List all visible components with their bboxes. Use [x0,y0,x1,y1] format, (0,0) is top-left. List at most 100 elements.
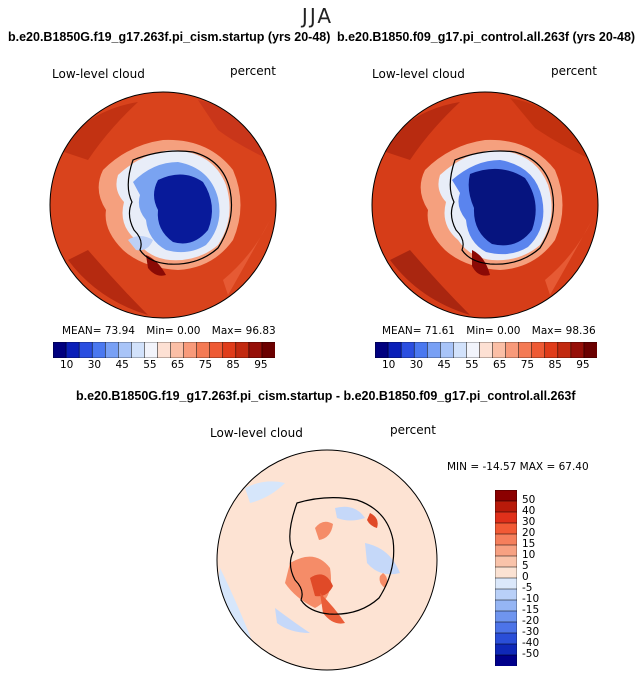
panel-2-max: 98.36 [565,325,596,337]
panel-2-colorbar-tick-label: 55 [465,359,479,371]
panel-1-colorbar-tick-label: 55 [143,359,157,371]
panel-2-colorbar-tick-label: 45 [437,359,451,371]
panel-1-colorbar-tick-label: 10 [59,359,74,371]
panel-2-colorbar-swatch [531,342,546,358]
panel-2-colorbar-tick-label: 10 [381,359,396,371]
diff-map [216,449,438,671]
panel-1-colorbar-swatch [248,342,263,358]
panel-2-map [371,91,599,319]
panel-2-colorbar-swatch [375,342,389,358]
panel-2-colorbar-swatch [505,342,520,358]
panel-1-colorbar-swatch [65,342,80,358]
panel-1-max-label: Max= [211,325,243,337]
panel-1-colorbar-swatch [261,342,275,358]
diff-colorbar-tick-label: 50 [522,494,536,506]
panel-1-colorbar-swatch [91,342,106,358]
panel-1-colorbar-swatch [53,342,67,358]
diff-colorbar-ticks: 50 40 30 20 15 10 5 0 -5 -10 -15 -20 -30 -40 -50 [522,490,562,666]
diff-colorbar-tick-label: -5 [522,582,533,594]
panel-1-colorbar-swatch [170,342,185,358]
panel-1-units: percent [230,64,276,78]
panel-2-colorbar-swatch [413,342,428,358]
panel-2-colorbar-tick-label: 85 [548,359,562,371]
diff-colorbar-tick-label: -15 [522,604,540,616]
panel-1-colorbar-swatch [131,342,146,358]
diff-colorbar-swatch [495,643,517,656]
diff-colorbar-tick-label: 15 [522,538,536,550]
panel-2-title: b.e20.B1850.f09_g17.pi_control.all.263f … [337,30,635,44]
diff-colorbar-swatch [495,544,517,557]
panel-1-colorbar-swatch [144,342,159,358]
diff-colorbar-tick-label: 10 [522,549,536,561]
diff-colorbar-swatch [495,555,517,568]
diff-colorbar-tick-label: 0 [522,571,529,583]
diff-colorbar-tick-label: 5 [522,560,529,572]
panel-2-colorbar-swatch [557,342,572,358]
panel-2-min-label: Min= [466,325,494,337]
panel-1-mean-label: MEAN= [62,325,102,337]
diff-colorbar-swatch [495,621,517,634]
panel-2-colorbar-swatch [400,342,415,358]
panel-2-mean: 71.61 [424,325,455,337]
diff-colorbar-tick-label: -40 [522,637,540,649]
panel-1-colorbar-swatch [196,342,211,358]
panel-1-colorbar-tick-label: 75 [198,359,213,371]
diff-colorbar-tick-label: 20 [522,527,536,539]
diff-colorbar-swatch [495,599,517,612]
diff-colorbar-tick-label: 30 [522,516,536,528]
diff-colorbar-tick-label: -10 [522,593,540,605]
panel-2-max-label: Max= [531,325,563,337]
panel-1-colorbar-swatch [104,342,120,358]
panel-2-colorbar-tick-label: 30 [409,359,424,371]
diff-units: percent [390,423,436,437]
diff-colorbar-swatch [495,490,517,502]
panel-2-units: percent [551,64,597,78]
panel-2-colorbar-tick-label: 95 [576,359,590,371]
panel-2-mean-label: MEAN= [382,325,422,337]
diff-colorbar-swatch [495,632,517,645]
diff-colorbar-swatch [495,533,517,546]
diff-colorbar [495,490,517,666]
diff-colorbar-tick-label: -20 [522,615,540,627]
diff-colorbar-tick-label: -50 [522,648,540,660]
panel-1-colorbar-tick-label: 95 [254,359,268,371]
diff-colorbar-swatch [495,577,517,590]
panel-2-colorbar-swatch [518,342,533,358]
panel-2-colorbar-swatch [492,342,507,358]
diff-colorbar-swatch [495,522,517,535]
panel-1-colorbar-tick-label: 85 [226,359,240,371]
diff-colorbar-swatch [495,566,517,579]
diff-colorbar-tick-label: -30 [522,626,540,638]
diff-colorbar-swatch [495,654,517,666]
panel-1-colorbar-swatch [157,342,172,358]
panel-1-colorbar-swatch [78,342,93,358]
panel-1-map [49,91,277,319]
panel-1-colorbar-swatch [209,342,224,358]
panel-2-colorbar-swatch [570,342,585,358]
panel-1-min-label: Min= [146,325,174,337]
diff-stats: MIN = -14.57 MAX = 67.40 [447,461,589,473]
diff-colorbar-swatch [495,511,517,524]
panel-1-colorbar-ticks: 10 30 45 55 65 75 85 95 [53,359,275,373]
panel-2-colorbar-swatch [479,342,494,358]
panel-2-colorbar-swatch [440,342,455,358]
season-title: JJA [301,4,334,28]
diff-colorbar-swatch [495,500,517,513]
diff-colorbar-swatch [495,610,517,623]
panel-2-colorbar-swatch [583,342,597,358]
panel-1-stats: MEAN= 73.94 Min= 0.00 Max= 96.83 [62,325,276,337]
panel-1-colorbar-tick-label: 65 [170,359,185,371]
panel-2-stats: MEAN= 71.61 Min= 0.00 Max= 98.36 [382,325,596,337]
diff-colorbar-swatch [495,588,517,601]
panel-2-colorbar-swatch [544,342,559,358]
diff-variable: Low-level cloud [210,426,303,440]
diff-title: b.e20.B1850G.f19_g17.263f.pi_cism.startu… [76,389,576,403]
panel-2-colorbar-tick-label: 75 [520,359,535,371]
panel-1-min: 0.00 [177,325,201,337]
panel-1-colorbar [53,342,275,358]
panel-2-colorbar-swatch [466,342,481,358]
panel-1-variable: Low-level cloud [52,67,145,81]
panel-1-title: b.e20.B1850G.f19_g17.263f.pi_cism.startu… [8,30,331,44]
panel-2-colorbar [375,342,597,358]
panel-1-colorbar-swatch [183,342,198,358]
